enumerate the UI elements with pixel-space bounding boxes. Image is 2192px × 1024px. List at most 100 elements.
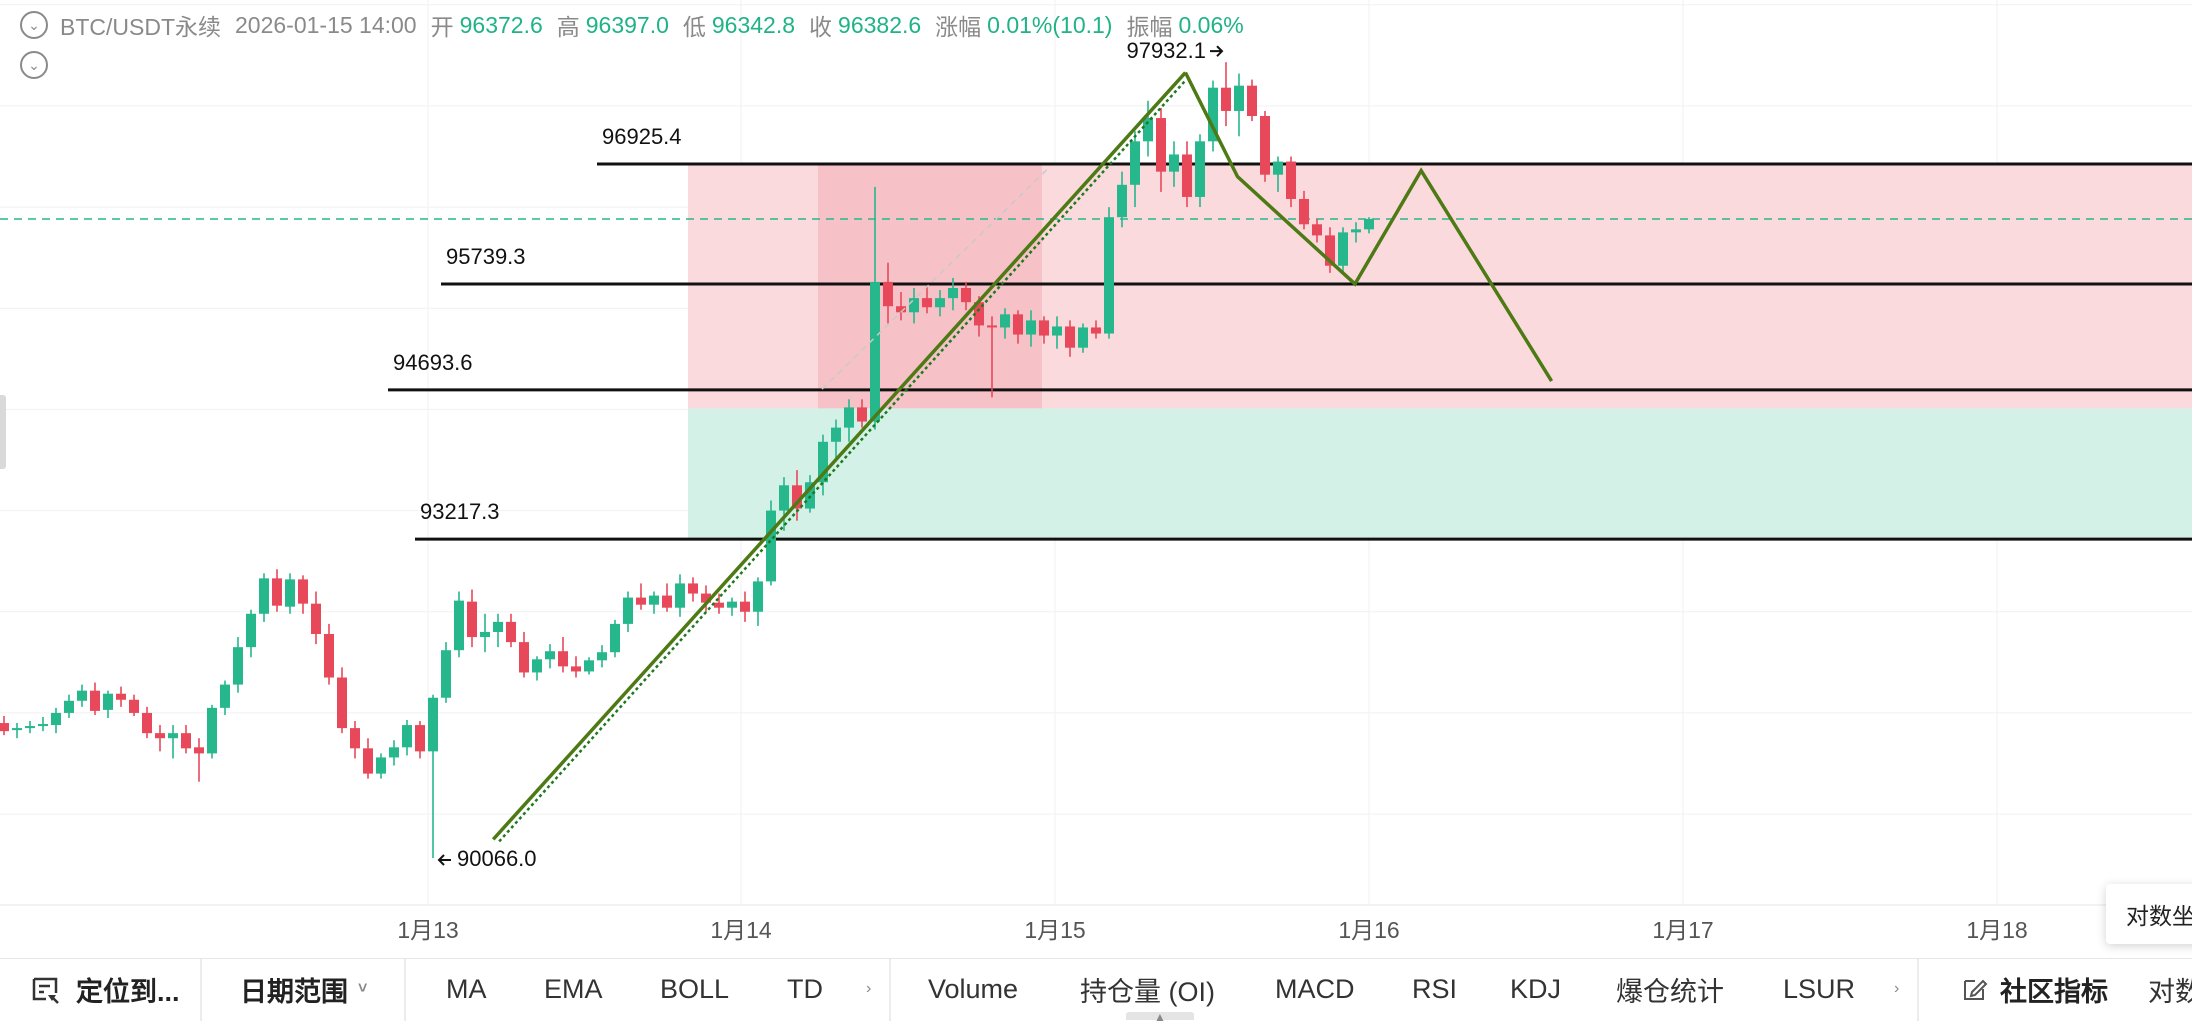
candle-down [558, 651, 568, 667]
open-value: 96372.6 [459, 11, 543, 38]
ohlc-legend: ⌄ BTC/USDT永续 2026-01-15 14:00 开 96372.6 … [20, 8, 1258, 42]
candle-down [155, 733, 165, 739]
log-scale-tooltip: 对数坐 [2106, 884, 2192, 944]
candle-up [220, 684, 230, 708]
price-levels[interactable]: 96925.4 95739.3 94693.6 93217.3 [388, 124, 2192, 541]
candle-up [38, 724, 48, 727]
high-value: 96397.0 [585, 11, 669, 38]
low-value: 96342.8 [711, 11, 796, 38]
candle-down [350, 728, 360, 749]
high-label: 高 [556, 14, 580, 40]
x-axis: 1月13 1月14 1月15 1月16 1月17 1月18 [397, 917, 2027, 943]
candle-up [909, 298, 919, 313]
change-label: 涨幅 [935, 14, 982, 40]
candle-up [168, 733, 178, 739]
candle-up [935, 298, 945, 308]
x-tick-label: 1月16 [1338, 917, 1399, 943]
scroll-right-icon[interactable]: › [1894, 980, 1900, 997]
candle-up [259, 578, 269, 614]
macd-indicator-button[interactable]: MACD [1275, 973, 1355, 1004]
candle-down [1182, 154, 1192, 197]
candle-down [311, 603, 321, 635]
volume-indicator-button[interactable]: Volume [928, 973, 1019, 1004]
candle-up [1364, 218, 1374, 230]
candles [0, 62, 1374, 858]
lsur-indicator-button[interactable]: LSUR [1783, 973, 1856, 1004]
indicator-chevron-icon[interactable]: ⌄ [20, 51, 48, 79]
toolbar-divider [1917, 959, 1919, 1021]
candle-up [1273, 161, 1283, 175]
log-scale-button[interactable]: 对数 [2148, 976, 2192, 1007]
scroll-right-icon[interactable]: › [866, 980, 872, 997]
candle-up [1195, 141, 1205, 197]
candle-up [428, 697, 438, 752]
candle-down [857, 407, 867, 422]
candle-down [688, 583, 698, 594]
candle-up [623, 597, 633, 624]
candle-down [961, 288, 971, 303]
candle-down [1039, 320, 1049, 336]
trendline[interactable] [491, 71, 1187, 841]
candle-up [454, 600, 464, 651]
trendline-dotted[interactable] [498, 79, 1187, 843]
community-indicators-label: 社区指标 [2000, 976, 2108, 1007]
toolbar-divider [200, 959, 202, 1021]
side-panel-handle[interactable] [0, 395, 6, 469]
candle-up [532, 659, 542, 673]
date-range-dropdown[interactable]: 日期范围 ˅ [240, 959, 367, 1019]
candle-up [1143, 118, 1153, 142]
kdj-indicator-button[interactable]: KDJ [1510, 973, 1562, 1004]
candle-up [77, 690, 87, 701]
candle-down [298, 579, 308, 604]
candle-up [1169, 154, 1179, 172]
candle-down [363, 748, 373, 774]
candle-down [0, 723, 9, 732]
x-tick-label: 1月14 [710, 917, 772, 943]
candle-up [584, 660, 594, 672]
candle-up [948, 288, 958, 299]
candle-up [285, 579, 295, 607]
candle-down [701, 593, 711, 603]
collapse-chevron-icon[interactable]: ⌄ [20, 11, 48, 39]
candle-down [506, 621, 516, 643]
candle-up [545, 651, 555, 660]
candle-up [844, 407, 854, 428]
liquidation-stats-button[interactable]: 爆仓统计 [1616, 976, 1724, 1007]
candle-down [792, 485, 802, 509]
x-tick-label: 1月17 [1652, 917, 1713, 943]
candle-up [1234, 85, 1244, 111]
rsi-indicator-button[interactable]: RSI [1412, 973, 1458, 1004]
projection-path[interactable] [1183, 71, 1554, 383]
panel-resize-handle[interactable] [1126, 1012, 1194, 1020]
high-annotation: 97932.1 [1126, 38, 1206, 63]
locate-button[interactable]: 定位到... [30, 959, 180, 1019]
price-level-label: 93217.3 [420, 499, 500, 524]
community-indicators-button[interactable]: 社区指标 [1962, 959, 2108, 1019]
close-value: 96382.6 [838, 11, 922, 38]
candle-down [636, 597, 646, 605]
candlestick-chart[interactable]: 96925.4 95739.3 94693.6 93217.3 97932.1 9006… [0, 0, 2192, 958]
candle-up [1000, 314, 1010, 328]
candle-up [805, 482, 815, 509]
candle-down [571, 666, 581, 672]
candle-down [740, 601, 750, 612]
annotations: 97932.1 90066.0 [437, 38, 1224, 871]
ma-indicator-button[interactable]: MA [446, 973, 487, 1004]
td-indicator-button[interactable]: TD [787, 973, 823, 1004]
ema-indicator-button[interactable]: EMA [544, 973, 603, 1004]
candle-down [181, 733, 191, 749]
boll-indicator-button[interactable]: BOLL [660, 973, 730, 1004]
price-level-label: 96925.4 [602, 124, 682, 149]
candle-down [194, 747, 204, 754]
locate-label: 定位到... [76, 976, 180, 1007]
candle-up [870, 281, 880, 422]
x-tick-label: 1月18 [1966, 917, 2027, 943]
support-zone [688, 408, 2192, 540]
edit-icon [1962, 976, 1988, 1002]
candle-down [1091, 327, 1101, 334]
caret-up-icon: ▲ [1154, 1010, 1166, 1024]
open-interest-indicator-button[interactable]: 持仓量 (OI) [1080, 976, 1215, 1007]
drawings[interactable] [491, 71, 1554, 843]
candle-up [1104, 217, 1114, 334]
candle-down [129, 699, 139, 713]
